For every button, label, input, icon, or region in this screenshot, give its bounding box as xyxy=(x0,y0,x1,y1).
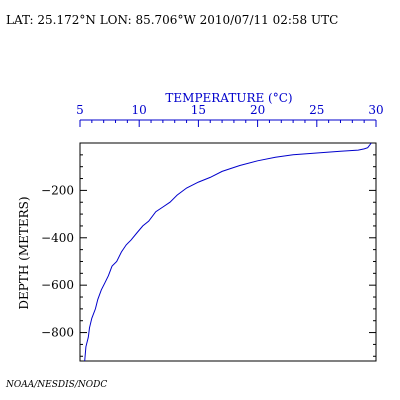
x-tick-label: 10 xyxy=(132,103,147,117)
y-tick-group: −200 −400 −600 −800 xyxy=(41,154,376,357)
x-tick-group: 5 10 15 20 25 30 xyxy=(76,103,384,127)
x-tick-label: 30 xyxy=(368,103,383,117)
x-tick-label: 25 xyxy=(309,103,324,117)
y-axis-label: DEPTH (METERS) xyxy=(17,196,31,309)
x-tick-label: 5 xyxy=(76,103,84,117)
x-tick-label: 15 xyxy=(191,103,206,117)
credit-label: NOAA/NESDIS/NODC xyxy=(5,380,107,390)
y-tick-label: −600 xyxy=(41,278,74,292)
y-tick-label: −200 xyxy=(41,183,74,197)
location-time-header: LAT: 25.172°N LON: 85.706°W 2010/07/11 0… xyxy=(6,13,338,27)
plot-frame xyxy=(79,142,377,362)
x-axis-label: TEMPERATURE (°C) xyxy=(165,91,292,105)
y-tick-label: −400 xyxy=(41,231,74,245)
x-tick-label: 20 xyxy=(250,103,265,117)
y-tick-label: −800 xyxy=(41,326,74,340)
temperature-profile-line xyxy=(84,142,372,362)
